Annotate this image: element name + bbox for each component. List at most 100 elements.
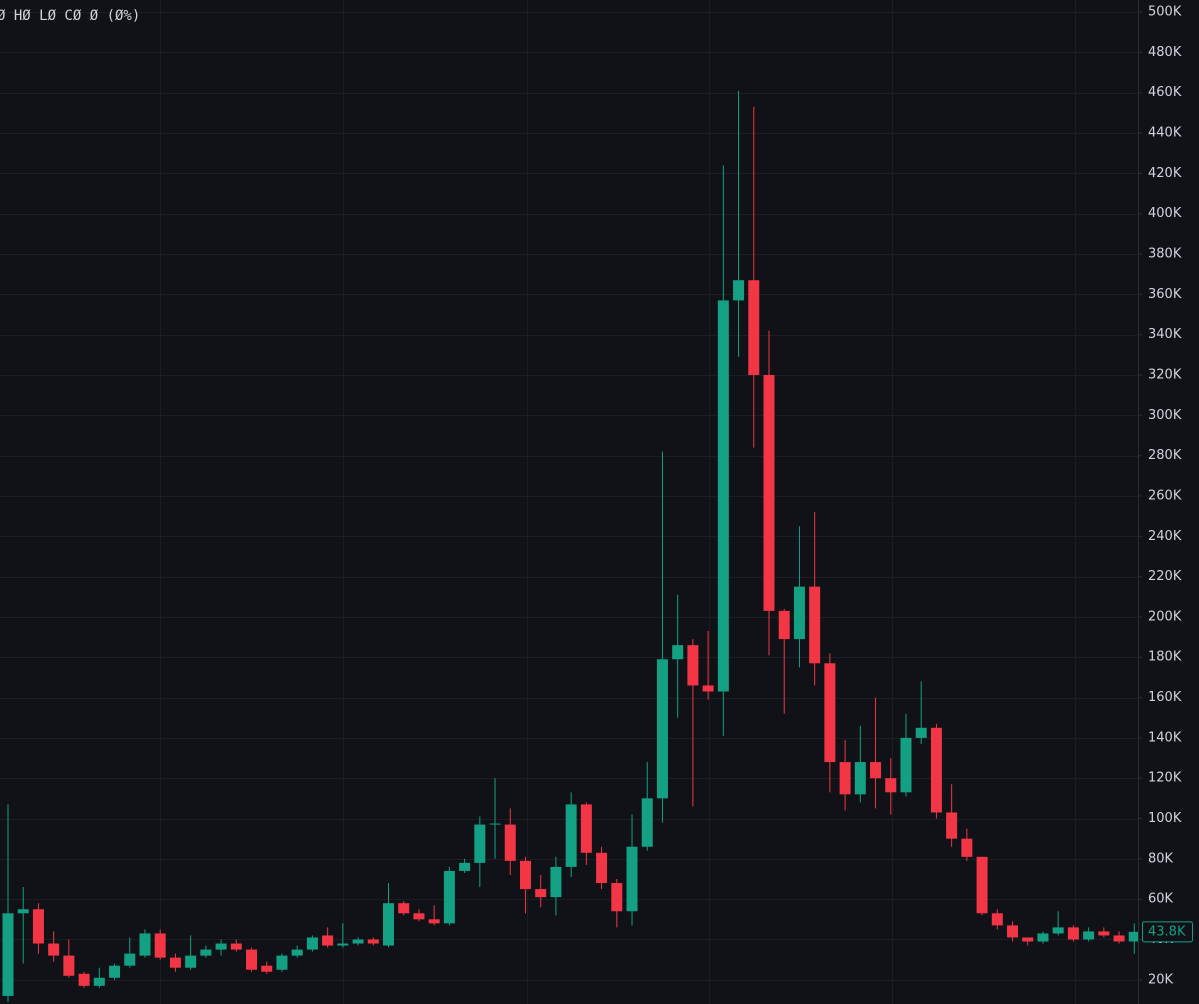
y-tick-label: 260K xyxy=(1148,488,1182,503)
candle-body xyxy=(717,300,729,692)
candle-body xyxy=(885,778,897,793)
candle-body xyxy=(169,957,181,968)
candle-body xyxy=(915,727,927,738)
y-tick-label: 220K xyxy=(1148,569,1182,584)
candle-body xyxy=(565,804,577,867)
y-tick-label: 100K xyxy=(1148,811,1182,826)
candle-body xyxy=(383,903,394,946)
candle-body xyxy=(124,953,136,966)
candle-body xyxy=(1083,931,1095,940)
candle-body xyxy=(672,645,684,660)
candle-body xyxy=(1037,933,1049,942)
candle-body xyxy=(748,280,760,375)
candle-body xyxy=(991,913,1003,926)
candle-body xyxy=(580,804,592,853)
candle-body xyxy=(961,838,973,857)
y-tick-label: 500K xyxy=(1148,5,1182,20)
y-tick-label: 180K xyxy=(1148,650,1182,665)
y-tick-label: 340K xyxy=(1148,327,1182,342)
candle-body xyxy=(854,762,866,795)
candle-body xyxy=(824,663,836,763)
candle-body xyxy=(976,856,988,914)
candle-body xyxy=(63,955,75,976)
y-tick-label: 380K xyxy=(1148,247,1182,262)
y-tick-label: 140K xyxy=(1148,730,1182,745)
candle-body xyxy=(413,913,425,920)
candle-body xyxy=(93,977,105,986)
candle-body xyxy=(276,955,288,970)
y-tick-label: 200K xyxy=(1148,609,1182,624)
y-tick-label: 20K xyxy=(1148,972,1174,987)
candle-body xyxy=(489,823,501,825)
last-price-label: 43.8K xyxy=(1148,924,1186,939)
candle-body xyxy=(398,903,410,914)
candle-body xyxy=(48,943,60,956)
candle-body xyxy=(78,973,90,986)
y-tick-label: 480K xyxy=(1148,45,1182,60)
candle-body xyxy=(702,685,714,692)
candle-body xyxy=(626,846,638,912)
candle-body xyxy=(139,933,151,956)
candle-body xyxy=(930,727,942,813)
candle-body xyxy=(641,798,653,847)
candle-body xyxy=(778,610,790,640)
y-tick-label: 120K xyxy=(1148,771,1182,786)
candle-body xyxy=(946,812,958,839)
y-tick-label: 440K xyxy=(1148,126,1182,141)
y-tick-label: 460K xyxy=(1148,85,1182,100)
candle-body xyxy=(428,919,440,924)
candle-body xyxy=(200,949,212,956)
y-tick-label: 60K xyxy=(1148,892,1174,907)
candle-body xyxy=(1128,931,1138,942)
candle-body xyxy=(900,737,912,793)
last-price-box xyxy=(1142,921,1193,943)
candle-body xyxy=(322,935,334,946)
candle-body xyxy=(291,949,303,956)
candle-body xyxy=(763,374,775,611)
candle-body xyxy=(870,762,882,779)
ohlc-header: Ø HØ LØ CØ Ø (Ø%) xyxy=(0,8,140,24)
candle-body xyxy=(550,866,562,898)
y-tick-label: 300K xyxy=(1148,408,1182,423)
y-tick-label: 320K xyxy=(1148,367,1182,382)
candle-body xyxy=(246,949,258,970)
candle-body xyxy=(154,933,166,958)
y-tick-label: 400K xyxy=(1148,206,1182,221)
candle-body xyxy=(367,939,379,944)
candle-body xyxy=(839,762,851,795)
candle-body xyxy=(185,955,197,968)
candle-body xyxy=(261,965,273,972)
candle-body xyxy=(687,645,699,686)
candle-body xyxy=(17,909,29,914)
candle-body xyxy=(1007,925,1019,938)
candle-body xyxy=(230,943,242,950)
candle-body xyxy=(611,883,623,912)
candle-body xyxy=(352,939,364,944)
y-tick-label: 160K xyxy=(1148,690,1182,705)
candle-body xyxy=(215,943,227,950)
candle-body xyxy=(535,889,547,898)
candle-body xyxy=(1067,927,1079,940)
candle-body xyxy=(793,586,805,640)
y-axis: 20K40K60K80K100K120K140K160K180K200K220K… xyxy=(1138,5,1193,987)
y-tick-label: 420K xyxy=(1148,166,1182,181)
candle-body xyxy=(337,943,349,946)
candle-body xyxy=(1022,937,1034,942)
candle-body xyxy=(1052,927,1064,934)
y-tick-label: 240K xyxy=(1148,529,1182,544)
candle-body xyxy=(32,909,44,944)
candle-body xyxy=(306,937,318,950)
candle-body xyxy=(519,860,531,890)
candle-body xyxy=(596,852,608,884)
candle-body xyxy=(1098,931,1110,936)
y-tick-label: 360K xyxy=(1148,287,1182,302)
candle-body xyxy=(656,659,668,799)
candle-body xyxy=(733,280,745,301)
candles xyxy=(2,90,1138,1002)
candle-body xyxy=(809,586,821,664)
candle-body xyxy=(1113,935,1125,942)
candle-body xyxy=(459,862,471,871)
candle-body xyxy=(504,824,516,861)
candle-body xyxy=(2,913,14,996)
